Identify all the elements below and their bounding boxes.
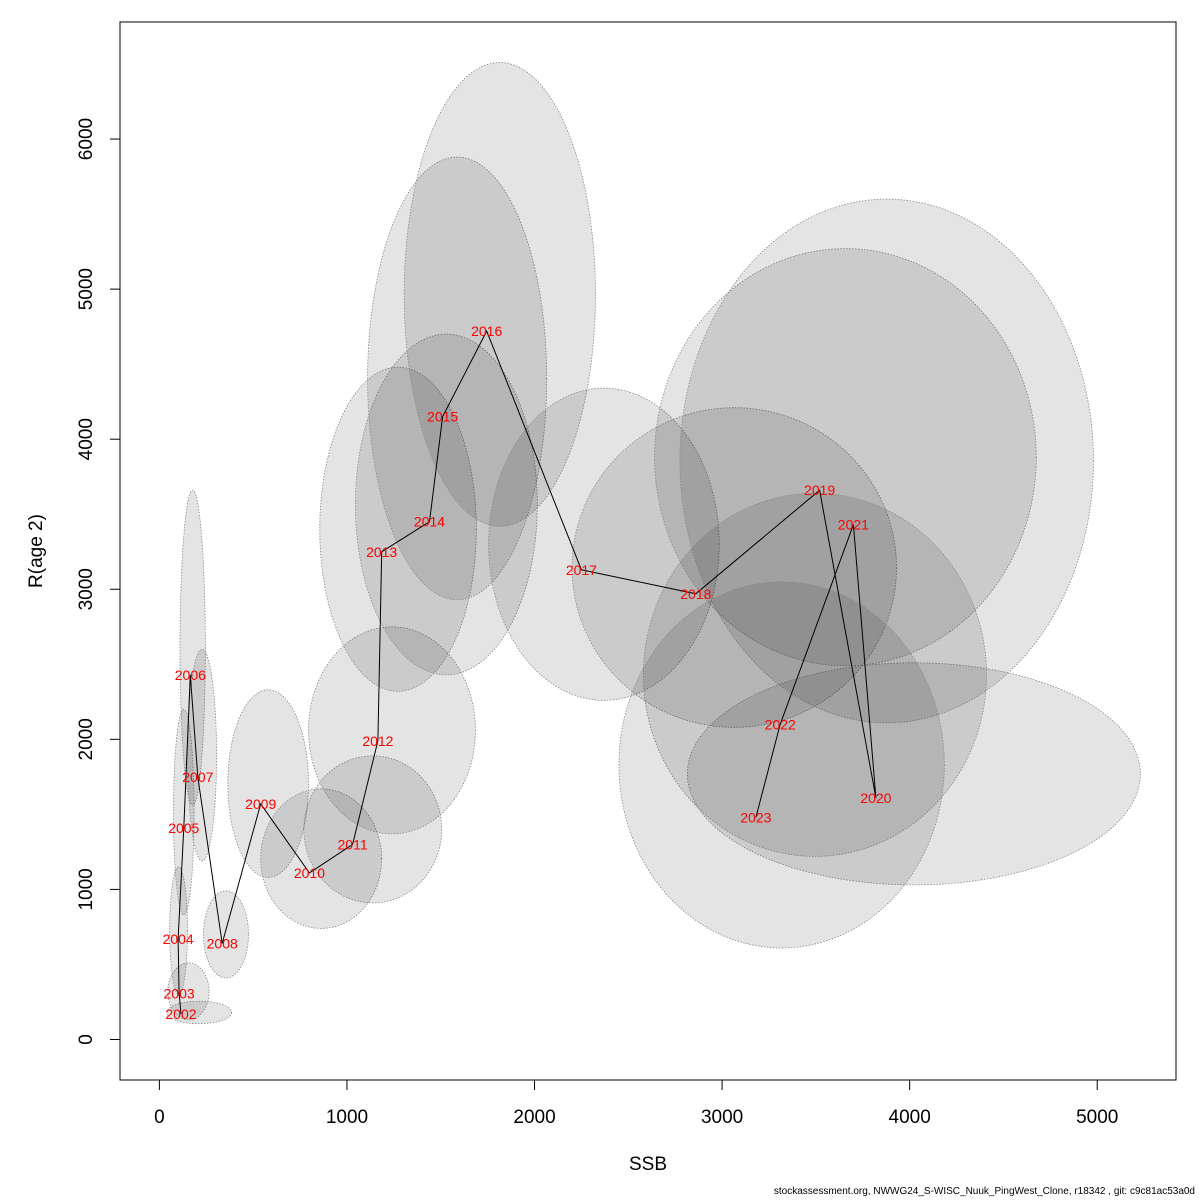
ellipse-2017 [488,387,720,701]
year-label-2008: 2008 [207,935,238,951]
x-tick-label: 0 [154,1107,165,1128]
year-label-2018: 2018 [680,586,711,602]
x-tick-label: 1000 [326,1107,368,1128]
ellipse-2018 [571,407,897,728]
x-tick-label: 4000 [889,1107,931,1128]
footer-credit: stockassessment.org, NWWG24_S-WISC_Nuuk_… [773,1186,1195,1197]
year-label-2007: 2007 [182,769,213,785]
ellipse-2019 [654,248,1037,667]
ellipse-2011 [303,755,443,904]
year-label-2004: 2004 [163,931,194,947]
ellipse-2006 [179,489,206,806]
ellipse-2008 [203,890,249,979]
x-axis: 0 1000 2000 3000 4000 5000 [154,1079,1118,1128]
y-axis-label: R(age 2) [26,514,47,588]
year-label-2003: 2003 [164,986,195,1002]
ellipse-2007 [187,648,217,862]
year-label-2011: 2011 [338,836,368,852]
year-label-2005: 2005 [168,820,199,836]
year-label-2019: 2019 [804,482,835,498]
x-tick-label: 5000 [1076,1107,1118,1128]
year-label-2002: 2002 [165,1006,196,1022]
year-label-2010: 2010 [294,865,325,881]
y-tick-label: 3000 [76,568,97,610]
ellipse-2013 [319,366,477,692]
year-label-2009: 2009 [245,796,276,812]
x-tick-label: 3000 [701,1107,743,1128]
year-label-2012: 2012 [362,733,393,749]
year-labels: 2002 2003 2004 2005 2006 2007 2008 2009 2010 2011… [163,323,892,1022]
ellipse-2014 [354,333,538,676]
ellipse-2015 [367,156,548,601]
ellipse-2009 [227,689,309,878]
y-tick-label: 6000 [76,118,97,160]
ellipse-2021 [679,198,1094,724]
ellipse-2005 [173,708,195,916]
year-label-2015: 2015 [427,409,458,425]
ellipse-2002 [166,1000,233,1025]
y-tick-label: 1000 [76,868,97,910]
ellipse-2003 [167,962,210,1021]
y-tick-label: 2000 [76,718,97,760]
ellipse-2010 [260,788,383,929]
confidence-ellipses [166,62,1141,1025]
ellipse-2012 [308,626,476,835]
year-label-2016: 2016 [471,323,502,339]
year-label-2023: 2023 [740,809,771,825]
ellipse-2022 [642,492,987,857]
year-label-2006: 2006 [175,667,206,683]
y-tick-label: 4000 [76,418,97,460]
year-label-2017: 2017 [566,562,597,578]
year-label-2020: 2020 [860,790,891,806]
ellipse-2020 [686,662,1141,886]
year-label-2014: 2014 [414,514,445,530]
y-tick-label: 0 [76,1034,97,1045]
x-axis-label: SSB [629,1154,667,1175]
year-label-2013: 2013 [366,544,397,560]
ellipse-2016 [403,62,596,527]
ellipse-2023 [618,581,945,949]
year-label-2022: 2022 [765,716,796,732]
y-tick-label: 5000 [76,268,97,310]
year-label-2021: 2021 [838,517,869,533]
trajectory-line [177,329,877,1015]
x-tick-label: 2000 [513,1107,555,1128]
y-axis: 0 1000 2000 3000 4000 5000 6000 [76,118,121,1045]
